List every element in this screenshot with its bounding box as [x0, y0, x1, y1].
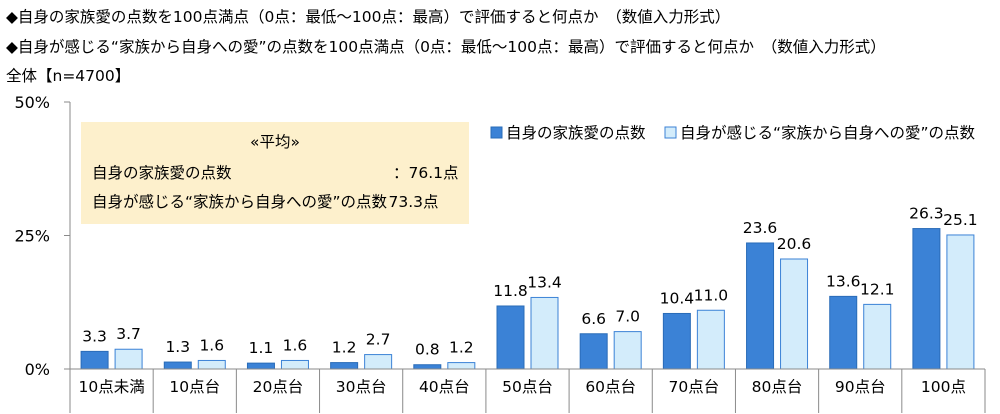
bar-series-1: [80, 350, 109, 370]
bar-series-1: [829, 295, 858, 370]
bar-series-2: [114, 348, 143, 370]
average-box-title: «平均»: [250, 133, 300, 151]
x-tick-label: 60点台: [585, 378, 636, 396]
data-label-series-1: 26.3: [909, 205, 944, 223]
y-tick-label: 50%: [14, 93, 50, 112]
bar-series-2: [364, 354, 393, 370]
data-label-series-2: 3.7: [116, 325, 141, 343]
bar-series-1: [330, 362, 359, 370]
data-label-series-2: 25.1: [943, 211, 978, 229]
bar-series-2: [780, 258, 809, 370]
bar-series-2: [946, 234, 975, 370]
average-box-background: [81, 122, 469, 224]
bar-series-1: [579, 333, 608, 370]
data-label-series-1: 3.3: [82, 327, 107, 345]
bar-series-2: [530, 296, 559, 370]
y-tick-label: 25%: [14, 227, 50, 246]
bar-series-2: [863, 303, 892, 370]
bar-series-2: [613, 331, 642, 370]
data-label-series-2: 7.0: [615, 308, 640, 326]
average-row-2-value: ：73.3点: [373, 193, 439, 211]
bar-series-1: [413, 364, 442, 370]
data-labels: 3.3 3.7 1.3 1.6 1.1 1.6 1.2 2.7 0.8 1.2 11.8 13.4 6.…: [82, 205, 977, 359]
x-tick-label: 30点台: [336, 378, 387, 396]
x-axis-ticks: 10点未満 10点台 20点台 30点台 40点台 50点台 60点台 70点台 80点台 90点…: [78, 378, 965, 396]
average-box: «平均» 自身の家族愛の点数 ：76.1点 自身が感じる“家族から自身への愛”の…: [81, 122, 469, 224]
bar-series-1: [662, 312, 691, 370]
average-row-1-value: ：76.1点: [393, 164, 459, 182]
data-label-series-1: 1.1: [249, 339, 274, 357]
x-tick-label: 70点台: [668, 378, 719, 396]
x-tick-label: 20点台: [253, 378, 304, 396]
bar-series-1: [496, 305, 525, 370]
bar-series-1: [163, 361, 192, 370]
header-line-2: ◆自身が感じる“家族から自身への愛”の点数を100点満点（0点：最低～100点：…: [6, 38, 886, 56]
y-tick-label: 0%: [25, 360, 50, 379]
legend-label-series-2: 自身が感じる“家族から自身への愛”の点数: [680, 124, 976, 142]
x-tick-label: 80点台: [752, 378, 803, 396]
data-label-series-1: 6.6: [581, 310, 606, 328]
data-label-series-1: 23.6: [743, 219, 778, 237]
x-tick-label: 40点台: [419, 378, 470, 396]
x-tick-label: 100点: [921, 378, 966, 396]
data-label-series-2: 20.6: [777, 235, 812, 253]
bar-series-2: [696, 309, 725, 370]
bar-series-1: [246, 362, 275, 370]
data-label-series-2: 1.6: [199, 336, 224, 354]
data-label-series-2: 11.0: [694, 286, 729, 304]
bar-series-2: [280, 359, 309, 370]
x-tick-label: 90点台: [835, 378, 886, 396]
bar-series-1: [746, 242, 775, 370]
x-tick-label: 50点台: [502, 378, 553, 396]
bars: [80, 228, 975, 370]
data-label-series-1: 11.8: [493, 282, 528, 300]
data-label-series-2: 12.1: [860, 280, 895, 298]
data-label-series-1: 1.3: [165, 338, 190, 356]
average-row-2-label: 自身が感じる“家族から自身への愛”の点数: [92, 193, 388, 211]
data-label-series-2: 1.2: [449, 339, 474, 357]
data-label-series-1: 10.4: [660, 289, 695, 307]
sample-size-label: 全体【n=4700】: [6, 67, 131, 85]
data-label-series-2: 13.4: [527, 273, 562, 291]
bar-series-1: [912, 228, 941, 370]
data-label-series-1: 13.6: [826, 272, 861, 290]
header-line-1: ◆自身の家族愛の点数を100点満点（0点：最低～100点：最高）で評価すると何点…: [6, 8, 731, 26]
legend-swatch-series-1: [490, 126, 503, 139]
data-label-series-2: 2.7: [366, 331, 391, 349]
y-axis-ticks: 0% 25% 50%: [14, 93, 70, 379]
average-row-1-label: 自身の家族愛の点数: [92, 164, 232, 182]
bar-series-2: [197, 359, 226, 370]
x-tick-label: 10点未満: [78, 378, 144, 396]
x-tick-label: 10点台: [169, 378, 220, 396]
data-label-series-2: 1.6: [283, 336, 308, 354]
legend: 自身の家族愛の点数 自身が感じる“家族から自身への愛”の点数: [490, 124, 976, 142]
axes: [69, 102, 986, 413]
data-label-series-1: 0.8: [415, 341, 440, 359]
legend-swatch-series-2: [664, 126, 677, 139]
legend-label-series-1: 自身の家族愛の点数: [506, 124, 646, 142]
bar-series-2: [447, 362, 476, 370]
data-label-series-1: 1.2: [332, 339, 357, 357]
